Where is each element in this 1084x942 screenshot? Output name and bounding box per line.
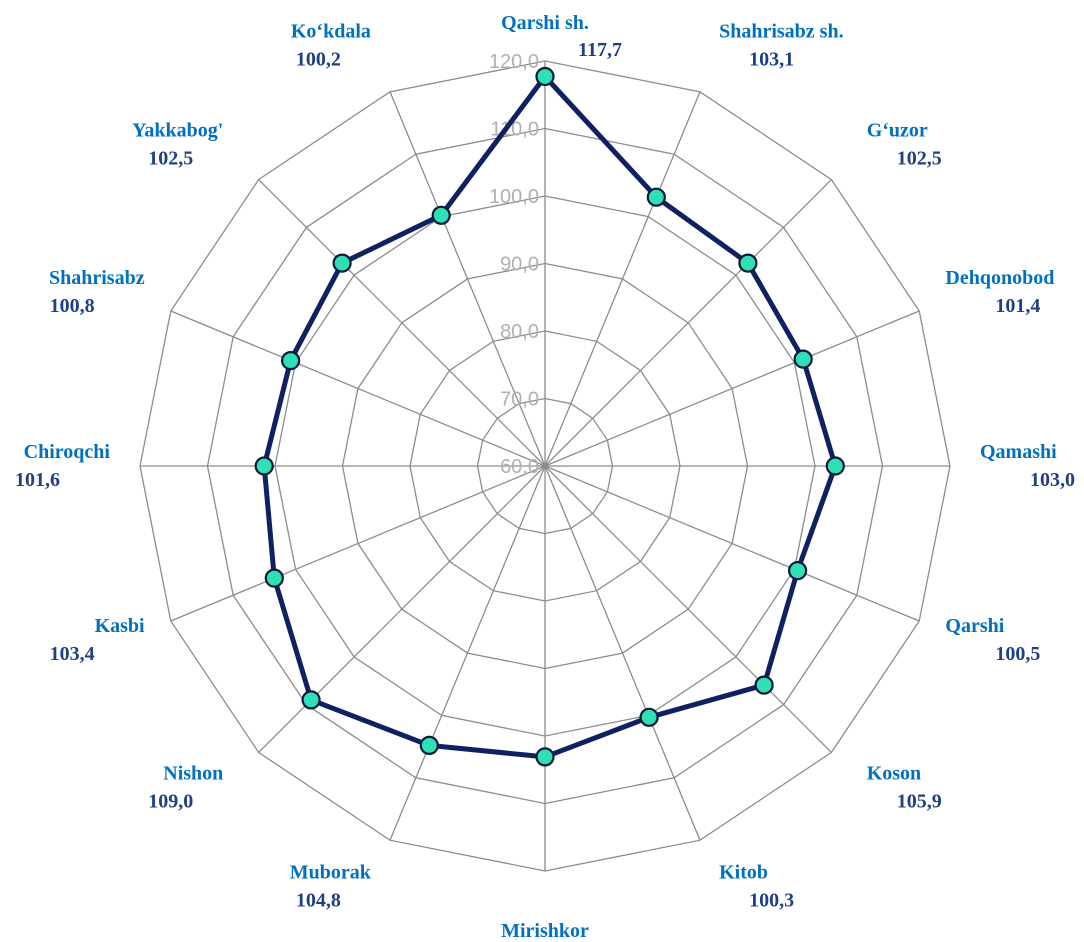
tick-label: 90,0 [500, 254, 539, 276]
category-labels: Qarshi sh. 117,7 Shahrisabz sh. 103,1 G‘uzor… [15, 12, 1075, 942]
data-point [301, 690, 321, 710]
value-label: 104,8 [296, 889, 341, 911]
category-label: Yakkabog' [132, 119, 223, 141]
tick-label: 60,0 [500, 456, 539, 478]
value-label: 101,6 [15, 469, 60, 491]
category-label: Qarshi [945, 615, 1004, 637]
category-label: Kasbi [95, 615, 145, 637]
data-point [332, 253, 352, 273]
data-point [254, 456, 274, 476]
axis-spoke [544, 465, 832, 753]
data-point [535, 747, 555, 767]
axis-spoke [170, 465, 546, 622]
tick-label: 120,0 [489, 51, 539, 73]
category-label: Muborak [290, 861, 372, 883]
category-label: Shahrisabz [49, 267, 145, 289]
axis-spoke [389, 91, 546, 467]
data-point [787, 560, 808, 581]
category-label: Kitob [719, 861, 768, 883]
value-label: 101,4 [995, 295, 1040, 317]
axis-spoke [544, 465, 920, 622]
axis-spoke [544, 310, 920, 467]
axis-spoke [544, 465, 701, 841]
axis-spoke [258, 179, 546, 467]
data-point [793, 349, 813, 369]
category-label: Ko‘kdala [291, 21, 371, 43]
series-group [254, 66, 845, 767]
data-point [639, 707, 659, 727]
axis-spoke [258, 465, 546, 753]
data-point [281, 351, 301, 371]
data-point [535, 66, 555, 87]
category-label: Shahrisabz sh. [719, 21, 844, 43]
value-label: 117,7 [578, 39, 622, 61]
tick-label: 70,0 [500, 389, 539, 411]
data-point [646, 187, 666, 207]
value-label: 100,5 [995, 643, 1040, 665]
category-label: G‘uzor [867, 119, 928, 141]
axis-spoke [544, 91, 701, 467]
value-label: 100,3 [749, 889, 794, 911]
value-label: 102,5 [897, 147, 942, 169]
axis-spoke [170, 310, 546, 467]
tick-label: 100,0 [489, 186, 539, 208]
value-label: 100,2 [296, 49, 341, 71]
value-label: 100,8 [50, 295, 95, 317]
category-label: Qamashi [980, 441, 1057, 463]
radar-grid [139, 60, 951, 872]
category-label: Qarshi sh. [501, 12, 589, 34]
data-point [825, 456, 845, 476]
series-line [261, 74, 838, 760]
data-point [264, 568, 284, 588]
value-label: 102,5 [148, 147, 193, 169]
axis-spoke [389, 465, 546, 841]
value-label: 103,0 [1030, 469, 1075, 491]
category-label: Chiroqchi [24, 441, 111, 463]
data-point [419, 735, 439, 756]
category-label: Nishon [163, 763, 223, 785]
tick-label: 80,0 [500, 321, 539, 343]
data-point [738, 253, 758, 273]
category-label: Dehqonobod [945, 267, 1054, 289]
data-point [754, 675, 774, 695]
value-label: 105,9 [897, 791, 942, 813]
axis-spoke [544, 179, 832, 467]
value-label: 103,1 [749, 49, 794, 71]
category-label: Mirishkor [501, 920, 589, 942]
value-label: 103,4 [50, 643, 95, 665]
value-label: 109,0 [148, 791, 193, 813]
data-point [431, 205, 451, 225]
category-label: Koson [867, 763, 921, 785]
